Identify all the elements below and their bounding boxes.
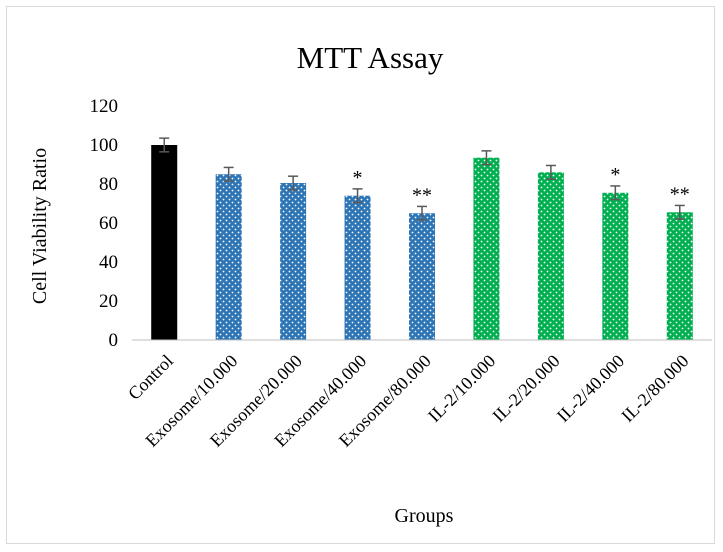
bar-il-2-10-000 <box>473 157 500 340</box>
y-tick-label: 100 <box>90 135 119 156</box>
y-axis-label: Cell Viability Ratio <box>29 148 51 304</box>
x-axis-label: Groups <box>395 505 454 527</box>
x-tick-label: IL-2/20.000 <box>488 351 563 426</box>
x-tick-label: IL-2/10.000 <box>424 351 499 426</box>
bar-control <box>151 145 178 340</box>
bar-exosome-80-000 <box>409 213 435 340</box>
y-tick-label: 60 <box>99 213 118 234</box>
bar-exosome-40-000 <box>344 195 371 340</box>
y-tick-label: 40 <box>99 252 118 273</box>
bar-il-2-80-000 <box>666 212 693 340</box>
significance-mark: ** <box>670 183 690 205</box>
x-axis-ticks: ControlExosome/10.000Exosome/20.000Exoso… <box>124 351 693 451</box>
significance-mark: ** <box>412 184 432 206</box>
y-tick-label: 0 <box>109 330 119 351</box>
y-tick-label: 120 <box>90 96 119 117</box>
x-tick-label: Control <box>124 351 177 404</box>
chart-title: MTT Assay <box>297 40 444 75</box>
y-tick-label: 20 <box>99 291 118 312</box>
bar-il-2-20-000 <box>537 172 564 340</box>
bar-exosome-20-000 <box>280 183 307 340</box>
x-tick-label: IL-2/40.000 <box>553 351 628 426</box>
significance-marks: ****** <box>353 164 690 206</box>
significance-mark: * <box>610 164 620 186</box>
bar-il-2-40-000 <box>602 192 629 340</box>
significance-mark: * <box>353 167 363 189</box>
bars <box>151 145 693 340</box>
bar-exosome-10-000 <box>215 174 242 340</box>
x-tick-label: IL-2/80.000 <box>617 351 692 426</box>
error-bars <box>159 137 685 221</box>
y-tick-label: 80 <box>99 174 118 195</box>
y-axis-ticks: 0 20 40 60 80 100 120 <box>90 96 119 351</box>
